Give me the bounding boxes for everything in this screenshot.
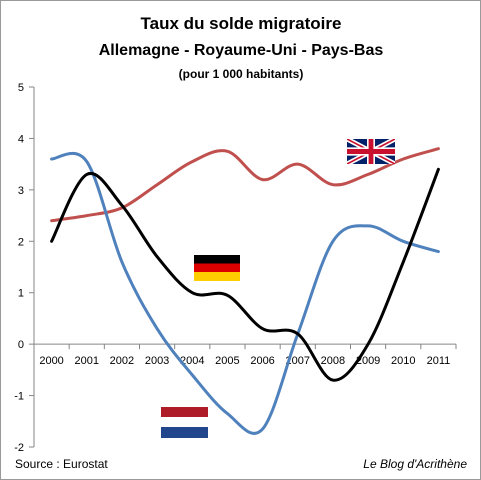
- y-tick-label: -1: [14, 391, 24, 403]
- united-kingdom-series-line: [50, 147, 440, 223]
- y-tick-label: 4: [18, 133, 24, 145]
- x-tick-label: 2011: [427, 355, 451, 367]
- chart-subtitle: Allemagne - Royaume-Uni - Pays-Bas: [99, 42, 384, 59]
- netherlands-series-line: [50, 151, 440, 435]
- series-layer: [50, 147, 440, 435]
- chart-title: Taux du solde migratoire: [141, 14, 342, 33]
- x-tick-label: 2001: [75, 355, 99, 367]
- x-tick-label: 2008: [321, 355, 345, 367]
- y-tick-label: 1: [18, 288, 24, 300]
- germany-series-line: [50, 167, 440, 382]
- x-tick-label: 2010: [391, 355, 415, 367]
- y-tick-label: -2: [14, 442, 24, 454]
- x-tick-label: 2004: [180, 355, 204, 367]
- y-tick-label: 0: [18, 339, 24, 351]
- x-tick-label: 2006: [250, 355, 274, 367]
- y-tick-label: 2: [18, 236, 24, 248]
- germany-flag-icon: [194, 255, 240, 281]
- x-tick-label: 2005: [215, 355, 239, 367]
- netherlands-flag-icon: [161, 407, 208, 438]
- x-tick-label: 2009: [356, 355, 380, 367]
- x-tick-label: 2007: [286, 355, 310, 367]
- axes: 5 4 3 2 1 0 -1 -2 2000 2001 2002 2003 2004 2005 2006 20…: [14, 82, 457, 454]
- chart-unit-note: (pour 1 000 habitants): [179, 67, 304, 81]
- y-tick-label: 5: [18, 82, 24, 94]
- blog-credit: Le Blog d'Acrithène: [363, 457, 467, 471]
- x-tick-label: 2003: [145, 355, 169, 367]
- y-tick-label: 3: [18, 185, 24, 197]
- united-kingdom-flag-icon: [347, 139, 395, 164]
- x-tick-label: 2002: [110, 355, 134, 367]
- x-tick-label: 2000: [39, 355, 63, 367]
- source-label: Source : Eurostat: [15, 457, 108, 471]
